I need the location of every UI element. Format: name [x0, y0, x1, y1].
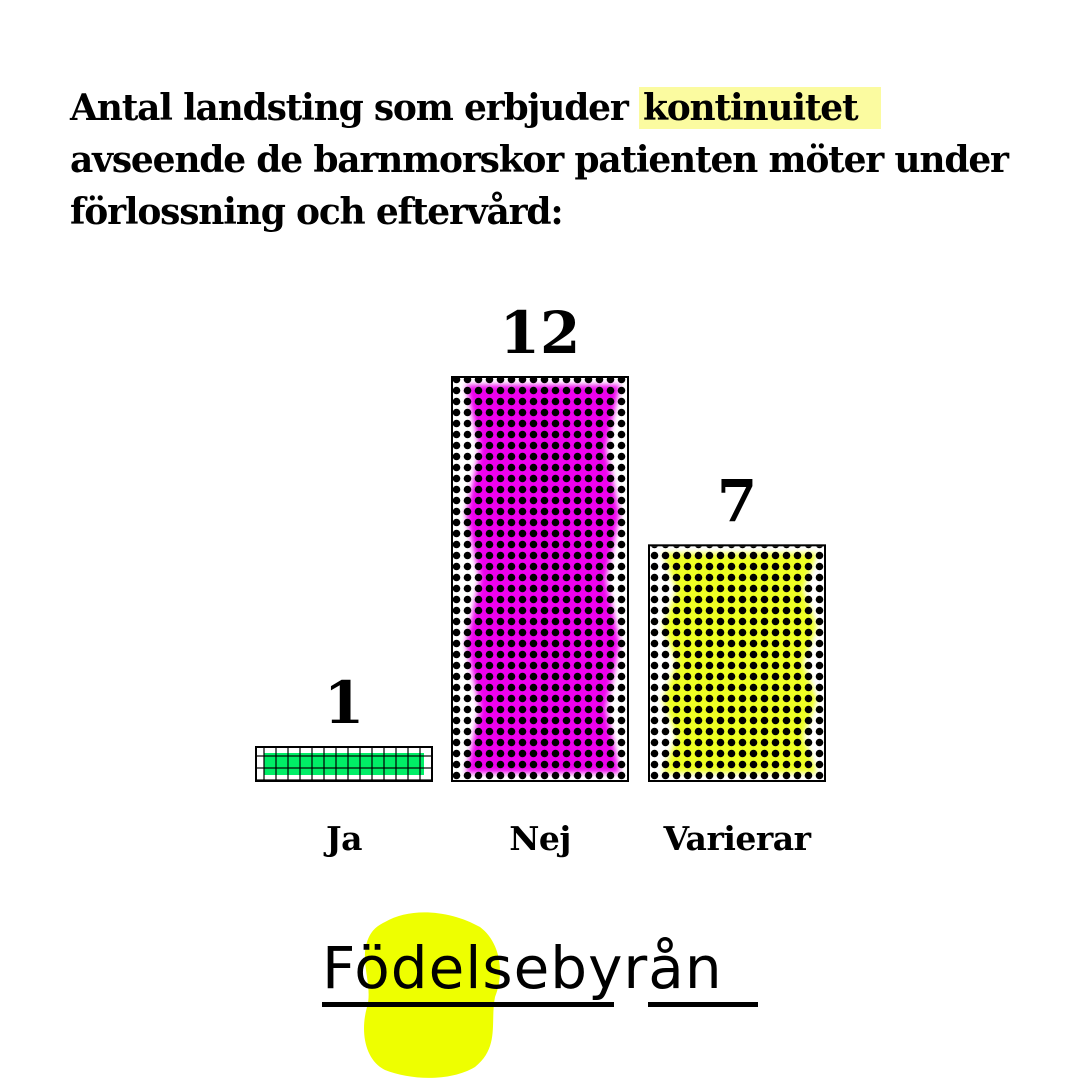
chart-title: Antal landsting som erbjuder kontinuitet…: [70, 82, 1030, 238]
bar-varierar-dots: [650, 546, 824, 780]
bars-layer: [255, 376, 826, 782]
brand-logo: Födelsebyrån: [0, 890, 1080, 1080]
bar-varierar: [648, 544, 826, 782]
labels-layer: 1 Ja 12 Nej 7 Varierar: [323, 299, 812, 858]
brand-blob-shape: [364, 912, 500, 1078]
brand-name: Födelsebyrån: [322, 934, 723, 1002]
title-part-before: Antal landsting som erbjuder: [70, 87, 639, 129]
value-label-ja: 1: [324, 669, 364, 737]
value-label-nej: 12: [500, 299, 581, 367]
bar-ja: [255, 746, 433, 782]
bar-varierar-outline: [648, 544, 826, 782]
title-part-after: avseende de barnmorskor patienten möter …: [70, 139, 1009, 233]
category-label-ja: Ja: [323, 819, 362, 858]
brand-blob: [364, 912, 500, 1078]
bar-nej-outline: [451, 376, 629, 782]
category-label-varierar: Varierar: [662, 819, 811, 858]
bar-nej-dots: [453, 378, 627, 780]
value-label-varierar: 7: [717, 467, 757, 535]
brand-underline-1: [322, 1002, 614, 1007]
bar-nej: [451, 376, 629, 782]
bar-ja-grid: [256, 747, 432, 781]
bar-ja-outline: [255, 746, 433, 782]
title-highlight: kontinuitet: [639, 87, 882, 129]
bar-chart: 1 Ja 12 Nej 7 Varierar: [255, 299, 826, 858]
category-label-nej: Nej: [509, 819, 571, 858]
brand-underline-2: [648, 1002, 758, 1007]
